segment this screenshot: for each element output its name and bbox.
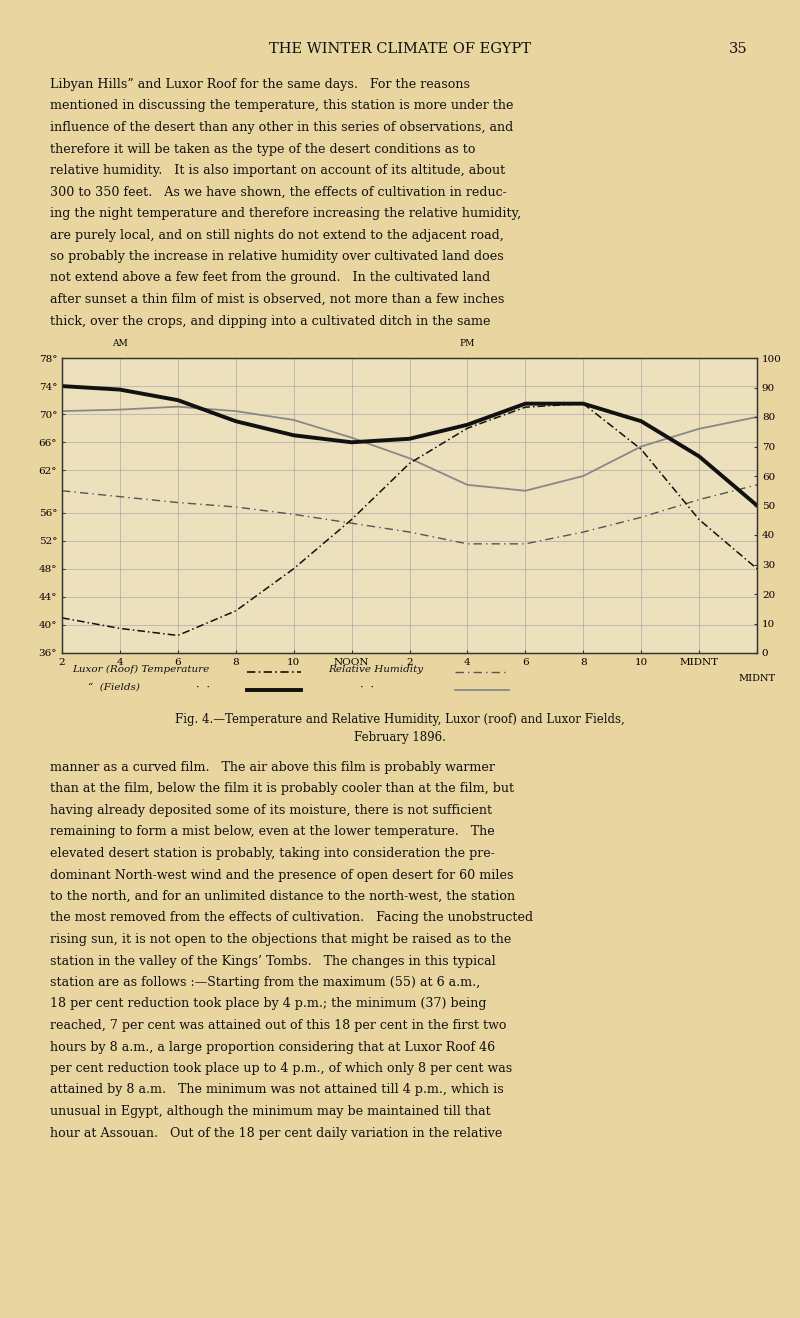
Text: “  (Fields): “ (Fields) <box>88 683 140 692</box>
Text: attained by 8 a.m.   The minimum was not attained till 4 p.m., which is: attained by 8 a.m. The minimum was not a… <box>50 1083 504 1097</box>
Text: ·  ·: · · <box>196 683 210 693</box>
Text: relative humidity.   It is also important on account of its altitude, about: relative humidity. It is also important … <box>50 163 506 177</box>
Text: the most removed from the effects of cultivation.   Facing the unobstructed: the most removed from the effects of cul… <box>50 912 533 924</box>
Text: so probably the increase in relative humidity over cultivated land does: so probably the increase in relative hum… <box>50 250 504 264</box>
Text: Relative Humidity: Relative Humidity <box>328 666 423 673</box>
Text: PM: PM <box>460 339 475 348</box>
Text: station are as follows :—Starting from the maximum (55) at 6 a.m.,: station are as follows :—Starting from t… <box>50 977 480 988</box>
Text: thick, over the crops, and dipping into a cultivated ditch in the same: thick, over the crops, and dipping into … <box>50 315 490 327</box>
Text: 35: 35 <box>730 42 748 55</box>
Text: per cent reduction took place up to 4 p.m., of which only 8 per cent was: per cent reduction took place up to 4 p.… <box>50 1062 512 1075</box>
Text: dominant North-west wind and the presence of open desert for 60 miles: dominant North-west wind and the presenc… <box>50 869 514 882</box>
Text: therefore it will be taken as the type of the desert conditions as to: therefore it will be taken as the type o… <box>50 142 475 156</box>
Text: influence of the desert than any other in this series of observations, and: influence of the desert than any other i… <box>50 121 514 134</box>
Text: not extend above a few feet from the ground.   In the cultivated land: not extend above a few feet from the gro… <box>50 272 490 285</box>
Text: 18 per cent reduction took place by 4 p.m.; the minimum (37) being: 18 per cent reduction took place by 4 p.… <box>50 998 486 1011</box>
Text: ing the night temperature and therefore increasing the relative humidity,: ing the night temperature and therefore … <box>50 207 522 220</box>
Text: hour at Assouan.   Out of the 18 per cent daily variation in the relative: hour at Assouan. Out of the 18 per cent … <box>50 1127 502 1140</box>
Text: Luxor (Roof) Temperature: Luxor (Roof) Temperature <box>72 666 210 673</box>
Text: THE WINTER CLIMATE OF EGYPT: THE WINTER CLIMATE OF EGYPT <box>269 42 531 55</box>
Text: mentioned in discussing the temperature, this station is more under the: mentioned in discussing the temperature,… <box>50 99 514 112</box>
Text: AM: AM <box>112 339 128 348</box>
Text: Fig. 4.—Temperature and Relative Humidity, Luxor (roof) and Luxor Fields,: Fig. 4.—Temperature and Relative Humidit… <box>175 713 625 726</box>
Text: rising sun, it is not open to the objections that might be raised as to the: rising sun, it is not open to the object… <box>50 933 511 946</box>
Text: than at the film, below the film it is probably cooler than at the film, but: than at the film, below the film it is p… <box>50 783 514 796</box>
Text: ·  ·: · · <box>360 683 374 693</box>
Text: Libyan Hills” and Luxor Roof for the same days.   For the reasons: Libyan Hills” and Luxor Roof for the sam… <box>50 78 470 91</box>
Text: to the north, and for an unlimited distance to the north-west, the station: to the north, and for an unlimited dista… <box>50 890 515 903</box>
Text: elevated desert station is probably, taking into consideration the pre-: elevated desert station is probably, tak… <box>50 847 495 861</box>
Text: remaining to form a mist below, even at the lower temperature.   The: remaining to form a mist below, even at … <box>50 825 494 838</box>
Text: reached, 7 per cent was attained out of this 18 per cent in the first two: reached, 7 per cent was attained out of … <box>50 1019 506 1032</box>
Text: 300 to 350 feet.   As we have shown, the effects of cultivation in reduc-: 300 to 350 feet. As we have shown, the e… <box>50 186 506 199</box>
Text: station in the valley of the Kings’ Tombs.   The changes in this typical: station in the valley of the Kings’ Tomb… <box>50 954 496 967</box>
Text: are purely local, and on still nights do not extend to the adjacent road,: are purely local, and on still nights do… <box>50 228 504 241</box>
Text: manner as a curved film.   The air above this film is probably warmer: manner as a curved film. The air above t… <box>50 760 495 774</box>
Text: having already deposited some of its moisture, there is not sufficient: having already deposited some of its moi… <box>50 804 492 817</box>
Text: after sunset a thin film of mist is observed, not more than a few inches: after sunset a thin film of mist is obse… <box>50 293 504 306</box>
Text: February 1896.: February 1896. <box>354 731 446 743</box>
Text: hours by 8 a.m., a large proportion considering that at Luxor Roof 46: hours by 8 a.m., a large proportion cons… <box>50 1040 495 1053</box>
Text: unusual in Egypt, although the minimum may be maintained till that: unusual in Egypt, although the minimum m… <box>50 1104 490 1118</box>
Text: MIDNT: MIDNT <box>738 673 775 683</box>
